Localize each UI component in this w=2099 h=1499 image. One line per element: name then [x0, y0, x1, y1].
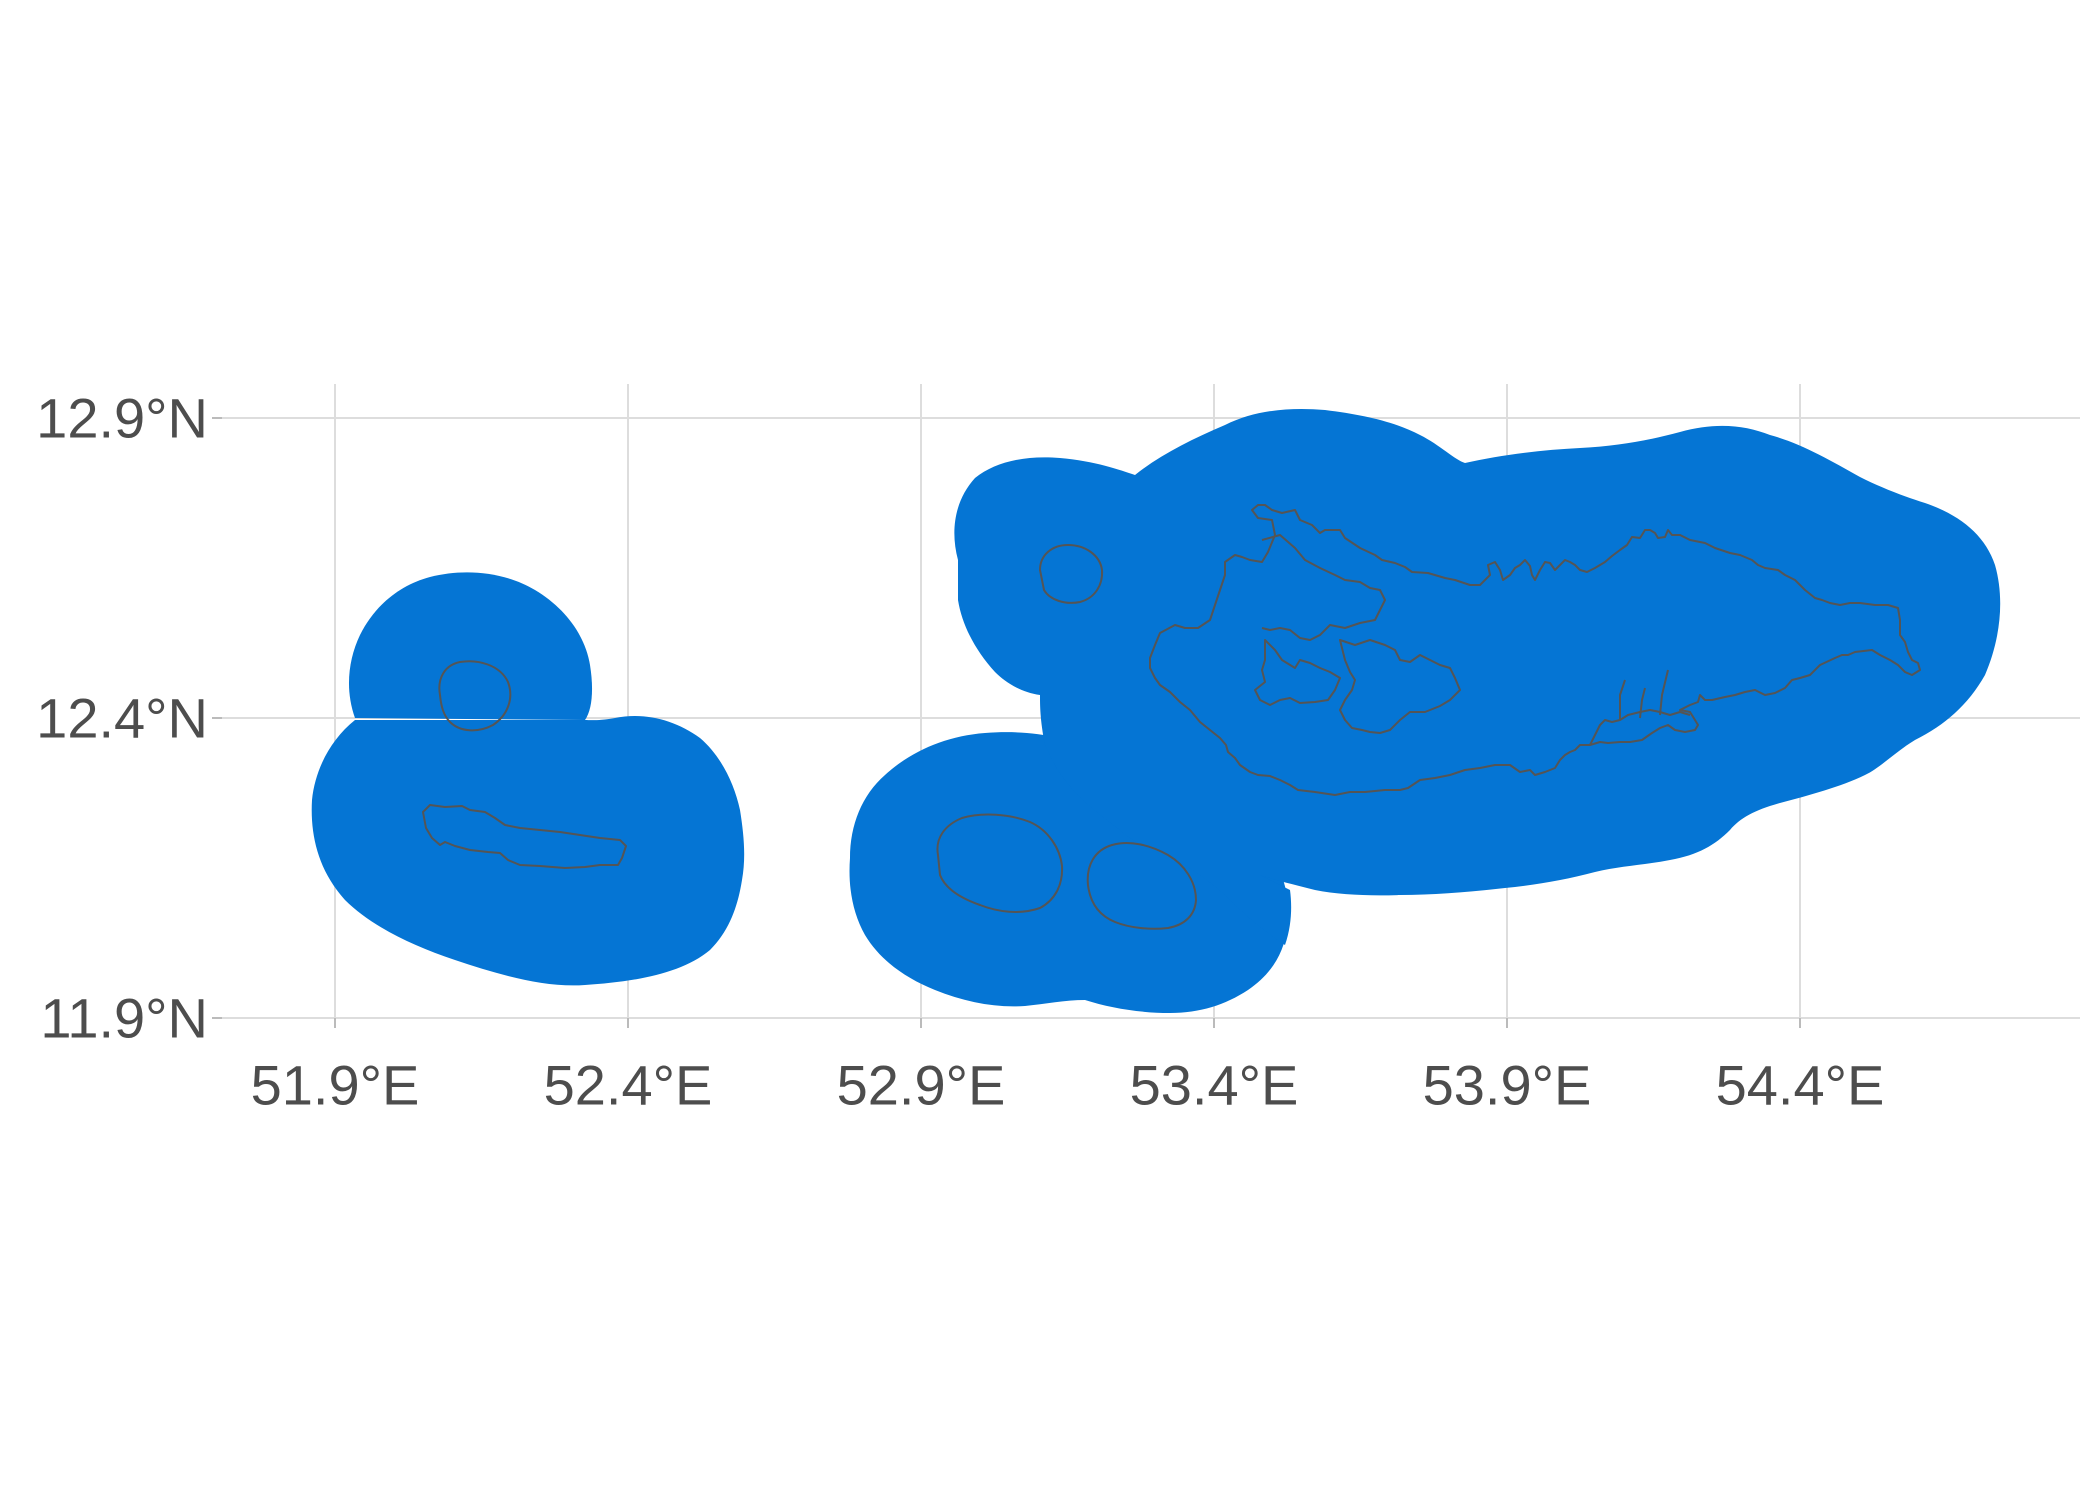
island-outlines	[422, 504, 1921, 930]
island-inner-line-east-south	[1589, 709, 1691, 746]
x-tick-label-2: 52.4°E	[544, 1054, 713, 1117]
y-tick-label-1: 12.9°N	[36, 387, 208, 450]
x-tick-label-4: 53.4°E	[1130, 1054, 1299, 1117]
x-tick-label-3: 52.9°E	[837, 1054, 1006, 1117]
buffer-west-upper	[348, 572, 593, 720]
island-inner-line-peaks	[1619, 669, 1669, 720]
island-inner-line-central	[1339, 639, 1461, 734]
axis-ticks	[212, 417, 1801, 1028]
x-tick-label-1: 51.9°E	[251, 1054, 420, 1117]
island-outline-samha	[1086, 842, 1197, 930]
island-outline-abd-al-kuri	[422, 804, 627, 869]
x-tick-label-5: 53.9°E	[1423, 1054, 1592, 1117]
y-tick-label-3: 11.9°N	[40, 987, 208, 1050]
y-tick-label-2: 12.4°N	[36, 687, 208, 750]
y-axis: 12.9°N 12.4°N 11.9°N	[36, 387, 208, 1050]
island-inner-line-north	[1261, 534, 1386, 641]
island-outline-socotra	[1149, 504, 1921, 796]
buffer-socotra	[954, 408, 2001, 945]
island-outline-darsa	[936, 813, 1064, 913]
islet-outline-kal-farun	[438, 660, 512, 732]
x-axis: 51.9°E 52.4°E 52.9°E 53.4°E 53.9°E 54.4°…	[251, 1054, 1885, 1117]
buffer-zones	[311, 408, 2001, 1013]
buffer-west-lower	[311, 716, 745, 986]
islet-outline-sabuniyah	[1039, 544, 1104, 604]
island-inner-line-west	[1254, 639, 1341, 706]
x-tick-label-6: 54.4°E	[1716, 1054, 1885, 1117]
